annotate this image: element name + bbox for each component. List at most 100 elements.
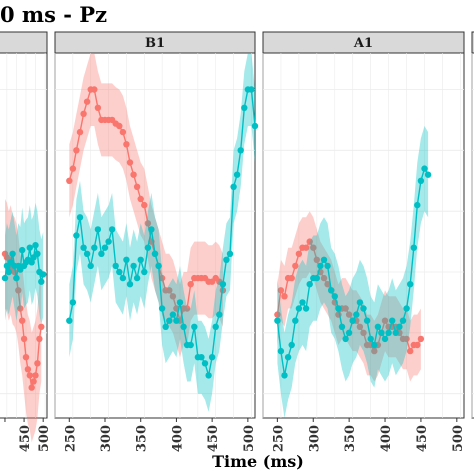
data-point	[324, 262, 331, 270]
data-point	[155, 262, 162, 270]
x-tick-label: 400	[170, 425, 185, 452]
data-point	[169, 293, 177, 300]
data-point	[137, 256, 144, 263]
data-point	[233, 171, 241, 178]
data-point	[403, 335, 410, 343]
data-point	[216, 311, 223, 318]
data-point	[299, 299, 306, 306]
data-point	[91, 86, 98, 93]
data-point	[187, 281, 194, 288]
data-point	[83, 98, 91, 105]
facet-strip	[471, 31, 474, 54]
x-tick-label: 250	[63, 425, 78, 452]
data-point	[17, 305, 24, 312]
data-point	[277, 347, 285, 355]
data-point	[208, 354, 216, 361]
data-point	[335, 305, 342, 312]
data-point	[19, 246, 26, 254]
data-point	[324, 281, 331, 288]
data-point	[108, 226, 116, 233]
data-point	[295, 305, 303, 312]
data-point	[166, 287, 173, 294]
data-point	[73, 232, 80, 239]
data-point	[219, 281, 227, 288]
data-point	[367, 335, 374, 343]
panels-layer: 450 500 B1 250 300 350 400 450 500 A1 250 300 350 400…	[0, 31, 474, 452]
data-point	[363, 317, 371, 324]
data-point	[36, 335, 43, 343]
data-point	[38, 278, 45, 285]
data-point	[38, 323, 45, 330]
data-point	[306, 238, 313, 245]
data-point	[424, 171, 432, 178]
data-point	[98, 250, 105, 257]
data-point	[123, 141, 130, 148]
data-point	[26, 372, 33, 379]
facet-strip	[54, 31, 256, 54]
data-point	[169, 311, 177, 318]
data-point	[241, 104, 248, 112]
data-point	[126, 281, 134, 288]
data-point	[148, 226, 155, 233]
data-point	[133, 183, 141, 190]
data-point	[345, 329, 353, 336]
data-point	[119, 274, 127, 282]
confidence-band-2	[69, 53, 255, 412]
data-point	[338, 323, 346, 330]
data-point	[198, 354, 205, 361]
data-point	[116, 268, 123, 276]
data-point	[40, 271, 47, 278]
data-point	[80, 244, 87, 251]
data-point	[191, 323, 198, 330]
x-tick-label: 500	[242, 425, 257, 452]
data-point	[226, 250, 234, 257]
data-point	[22, 354, 30, 361]
data-point	[274, 317, 281, 324]
data-point	[80, 110, 87, 118]
facet-panel-1: 450 500	[0, 31, 52, 452]
data-point	[112, 262, 119, 270]
data-point	[349, 317, 356, 324]
data-point	[313, 256, 320, 263]
data-point	[342, 305, 349, 312]
data-point	[144, 244, 152, 251]
data-point	[360, 329, 367, 336]
data-point	[176, 299, 184, 306]
data-point	[356, 299, 364, 306]
x-tick-label: 450	[18, 425, 33, 452]
data-point	[126, 159, 134, 166]
data-point	[76, 128, 84, 136]
data-point	[320, 256, 328, 263]
x-tick-label: 450	[415, 425, 430, 452]
confidence-band-2	[277, 126, 429, 418]
facet-strip	[0, 31, 48, 54]
data-point	[26, 244, 33, 251]
data-point	[288, 341, 295, 349]
data-point	[187, 341, 194, 349]
x-tick-label: 500	[37, 425, 52, 452]
data-point	[407, 281, 414, 288]
data-point	[389, 317, 396, 324]
data-point	[69, 299, 77, 306]
data-point	[5, 268, 12, 276]
x-tick-label: 450	[206, 425, 221, 452]
data-point	[19, 317, 26, 324]
data-point	[356, 323, 364, 330]
data-point	[180, 323, 187, 330]
panel-background	[54, 52, 256, 419]
data-point	[288, 274, 295, 282]
facet-strip	[262, 31, 465, 54]
x-tick-label: 400	[379, 425, 394, 452]
data-point	[66, 177, 73, 184]
data-point	[116, 122, 123, 130]
x-tick-label: 300	[99, 425, 114, 452]
data-point	[410, 244, 417, 251]
data-point	[141, 268, 148, 276]
data-point	[274, 311, 281, 318]
data-point	[378, 329, 385, 336]
data-point	[385, 329, 392, 336]
data-point	[162, 323, 169, 330]
data-point	[166, 317, 173, 324]
data-point	[353, 311, 360, 318]
